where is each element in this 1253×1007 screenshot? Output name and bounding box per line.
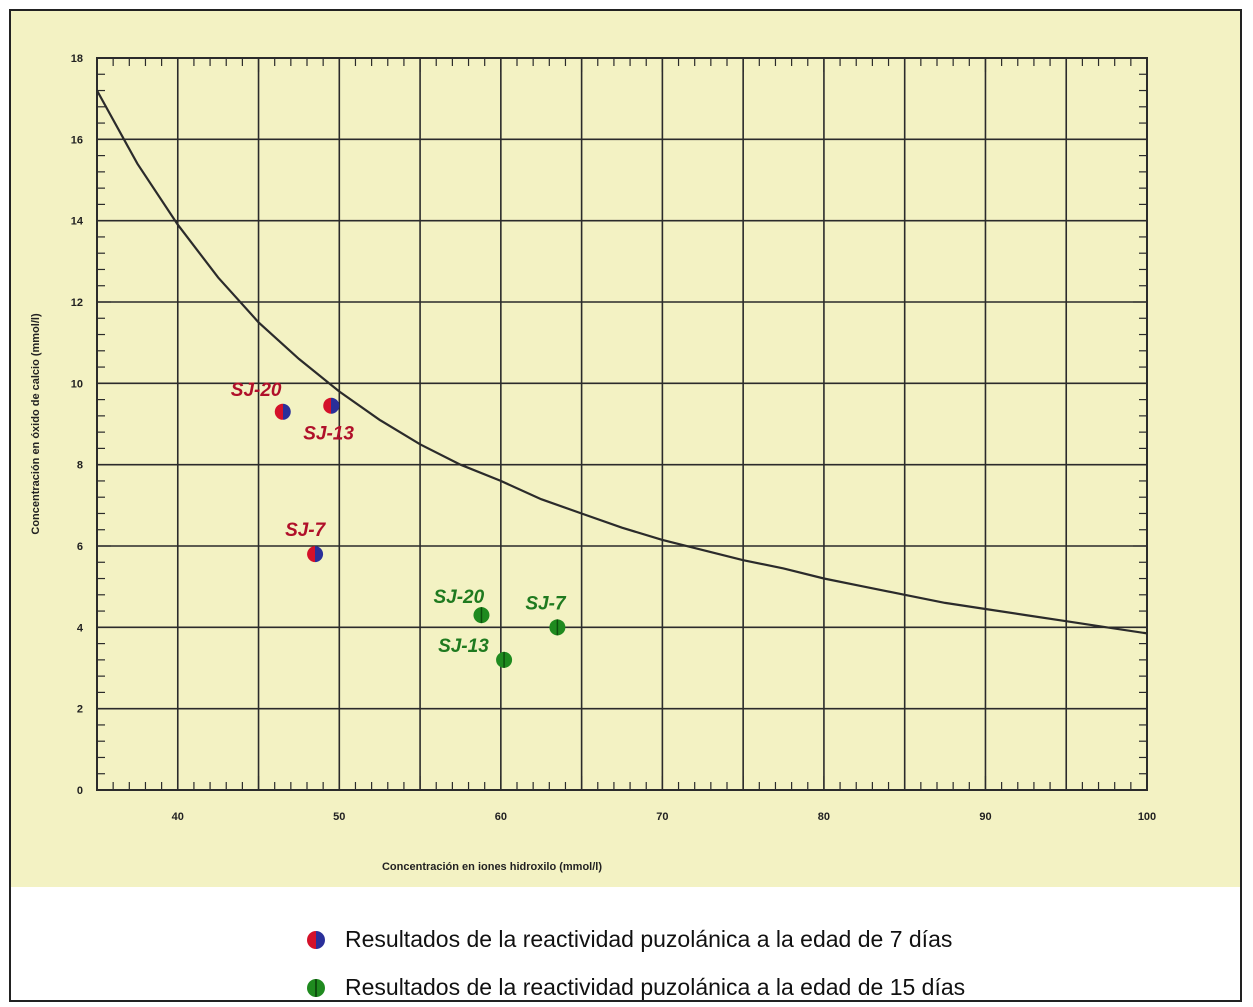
x-tick-label: 60 [495, 811, 507, 823]
y-tick-label: 0 [77, 785, 83, 797]
y-tick-label: 8 [77, 460, 83, 472]
figure-frame: 40 50 60 70 80 90 100 0 2 4 6 8 10 12 14 16 18 Concentrac… [9, 9, 1242, 1002]
y-tick-label: 10 [71, 378, 83, 390]
plot-border [96, 57, 1148, 791]
point-7-days-sj-13 [323, 397, 340, 414]
x-tick-label: 80 [818, 811, 830, 823]
x-tick-label: 100 [1138, 811, 1156, 823]
legend-item-15-days: Resultados de la reactividad puzolánica … [307, 974, 965, 1001]
y-tick-label: 6 [77, 541, 83, 553]
x-tick-label: 40 [172, 811, 184, 823]
reference-curve [96, 89, 1148, 635]
point-label-7-days-sj-13: SJ-13 [303, 424, 354, 445]
point-7-days-sj-20 [274, 403, 291, 420]
point-7-days-sj-7 [307, 546, 324, 563]
point-label-7-days-sj-20: SJ-20 [231, 380, 282, 401]
x-axis-label: Concentración en iones hidroxilo (mmol/l… [382, 861, 602, 873]
y-tick-label: 12 [71, 297, 83, 309]
point-label-15-days-sj-13: SJ-13 [438, 636, 489, 657]
legend-label-15-days: Resultados de la reactividad puzolánica … [345, 974, 966, 1000]
x-tick-label: 90 [979, 811, 991, 823]
legend-marker-7-days [307, 930, 325, 949]
y-tick-label: 14 [71, 216, 84, 228]
point-label-7-days-sj-7: SJ-7 [285, 520, 327, 541]
y-tick-label: 4 [77, 622, 84, 634]
legend-marker-15-days [307, 978, 325, 997]
x-tick-label: 70 [656, 811, 668, 823]
plot-background [11, 11, 1240, 887]
y-tick-label: 16 [71, 134, 83, 146]
point-label-15-days-sj-7: SJ-7 [525, 593, 567, 614]
x-tick-label: 50 [333, 811, 345, 823]
y-tick-label: 18 [71, 53, 83, 65]
point-label-15-days-sj-20: SJ-20 [433, 587, 484, 608]
y-tick-label: 2 [77, 704, 83, 716]
scatter-chart: 40 50 60 70 80 90 100 0 2 4 6 8 10 12 14 16 18 Concentrac… [30, 53, 1156, 873]
y-axis-label: Concentración en óxido de calcio (mmol/l… [30, 313, 42, 535]
legend-label-7-days: Resultados de la reactividad puzolánica … [345, 926, 953, 952]
legend-item-7-days: Resultados de la reactividad puzolánica … [307, 926, 952, 953]
